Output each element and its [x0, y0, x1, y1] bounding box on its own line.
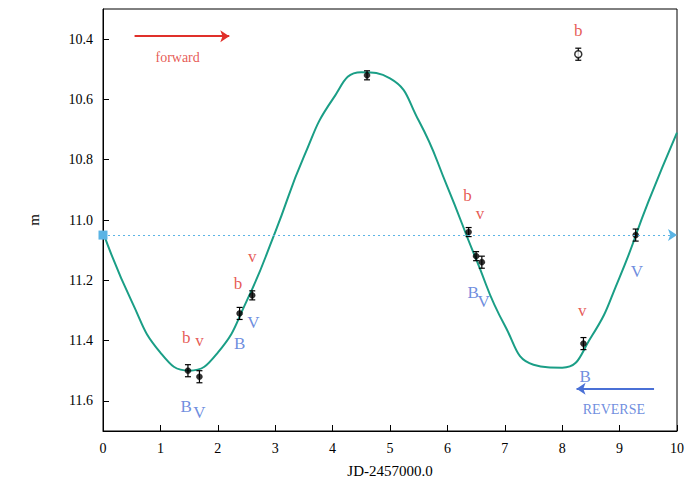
svg-text:10.8: 10.8: [69, 152, 94, 167]
svg-text:8: 8: [559, 441, 566, 456]
svg-text:b: b: [574, 21, 583, 40]
svg-text:5: 5: [387, 441, 394, 456]
svg-text:B: B: [467, 282, 479, 302]
svg-text:V: V: [477, 292, 490, 311]
svg-text:3: 3: [272, 441, 279, 456]
svg-text:11.6: 11.6: [69, 393, 93, 408]
svg-text:0: 0: [100, 441, 107, 456]
svg-text:V: V: [631, 262, 644, 281]
svg-text:B: B: [181, 397, 192, 416]
svg-text:11.0: 11.0: [69, 213, 93, 228]
svg-text:1: 1: [157, 441, 164, 456]
svg-text:v: v: [578, 301, 587, 320]
svg-text:2: 2: [214, 441, 221, 456]
svg-text:b: b: [234, 274, 243, 293]
svg-text:b: b: [463, 186, 472, 205]
svg-text:10: 10: [670, 441, 684, 456]
svg-text:B: B: [234, 334, 245, 353]
svg-text:7: 7: [501, 441, 508, 456]
svg-text:11.2: 11.2: [69, 273, 93, 288]
svg-text:6: 6: [444, 441, 451, 456]
svg-text:v: v: [195, 331, 204, 350]
svg-text:m: m: [26, 214, 42, 226]
svg-text:10.6: 10.6: [69, 92, 94, 107]
svg-text:4: 4: [329, 441, 336, 456]
svg-text:11.4: 11.4: [69, 333, 93, 348]
svg-text:REVERSE: REVERSE: [583, 402, 645, 417]
svg-text:V: V: [247, 313, 260, 332]
svg-text:b: b: [182, 328, 191, 347]
svg-text:B: B: [579, 367, 590, 386]
svg-text:v: v: [476, 204, 485, 223]
svg-text:V: V: [193, 403, 206, 422]
svg-text:v: v: [248, 247, 257, 266]
svg-text:JD-2457000.0: JD-2457000.0: [347, 463, 432, 479]
svg-text:forward: forward: [155, 50, 199, 65]
svg-text:9: 9: [616, 441, 623, 456]
svg-text:10.4: 10.4: [69, 32, 94, 47]
